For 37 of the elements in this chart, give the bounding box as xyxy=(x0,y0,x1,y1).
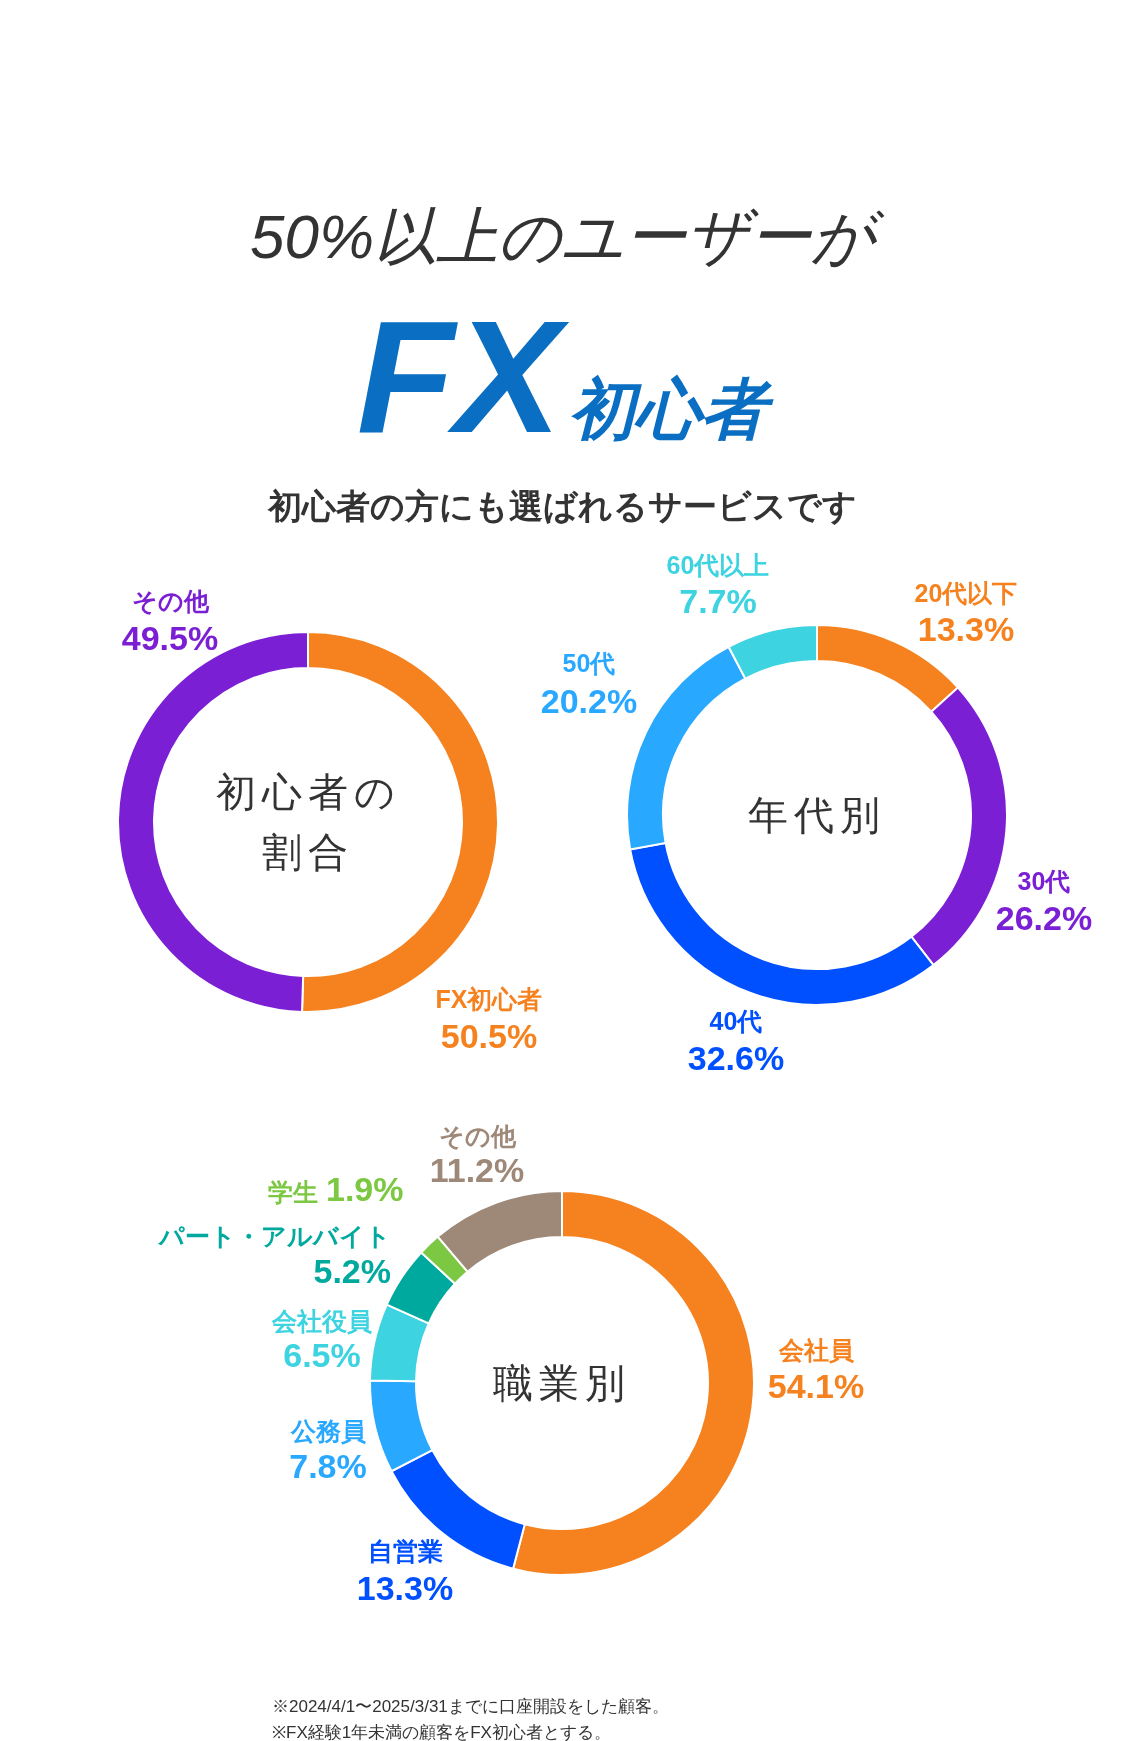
text: 50%以上のユーザーが xyxy=(249,202,886,271)
slice-label: FX初心者 xyxy=(435,985,543,1013)
text: 初心者の方にも選ばれるサービスです xyxy=(266,487,857,525)
data-label: 13.3% xyxy=(917,610,1015,648)
text: 初心者 xyxy=(569,372,775,446)
text: 職業別 xyxy=(493,1361,631,1405)
slice-label: 学生 xyxy=(268,1178,318,1206)
data-label: 7.7% xyxy=(679,582,757,620)
slice-label: 会社役員 xyxy=(271,1307,372,1335)
slice-label: 40代 xyxy=(709,1007,763,1035)
data-label: 11.2% xyxy=(429,1151,525,1189)
data-label: 50.5% xyxy=(440,1017,538,1055)
text: ※FX経験1年未満の顧客をFX初心者とする。 xyxy=(272,1723,611,1741)
slice-label: 公務員 xyxy=(289,1417,366,1445)
data-label: 26.2% xyxy=(995,899,1093,937)
slice-label: 会社員 xyxy=(777,1336,854,1364)
slice-label: その他 xyxy=(131,587,210,615)
slice-label: 60代以上 xyxy=(666,551,770,579)
data-label: 49.5% xyxy=(121,619,219,657)
data-label: 1.9% xyxy=(326,1170,404,1208)
slice-label: 50代 xyxy=(562,649,616,677)
data-label: 13.3% xyxy=(356,1569,454,1607)
data-label: 5.2% xyxy=(313,1252,391,1290)
slice-label: その他 xyxy=(438,1122,517,1150)
text: ※2024/4/1〜2025/3/31までに口座開設をした顧客。 xyxy=(272,1697,669,1716)
data-label: 20.2% xyxy=(540,682,638,720)
data-label: 7.8% xyxy=(289,1447,367,1485)
data-label: 54.1% xyxy=(767,1367,865,1405)
text: FX xyxy=(356,287,570,466)
data-label: 32.6% xyxy=(687,1039,785,1077)
slice-label: パート・アルバイト xyxy=(157,1222,391,1250)
text: 初心者の割合 xyxy=(215,770,401,874)
text: 年代別 xyxy=(748,793,886,837)
slice-label: 自営業 xyxy=(367,1537,443,1565)
slice-label: 30代 xyxy=(1017,867,1071,895)
data-label: 6.5% xyxy=(283,1336,361,1374)
slice-label: 20代以下 xyxy=(914,579,1018,607)
